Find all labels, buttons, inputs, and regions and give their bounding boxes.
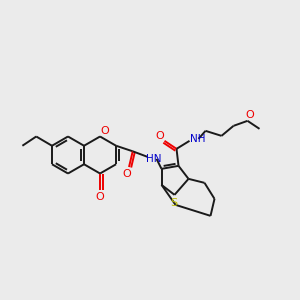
Text: O: O	[123, 169, 131, 179]
Text: NH: NH	[190, 134, 205, 144]
Text: O: O	[96, 192, 104, 202]
Text: S: S	[170, 198, 177, 208]
Text: HN: HN	[146, 154, 161, 164]
Text: O: O	[101, 127, 110, 136]
Text: O: O	[155, 131, 164, 141]
Text: O: O	[245, 110, 254, 120]
